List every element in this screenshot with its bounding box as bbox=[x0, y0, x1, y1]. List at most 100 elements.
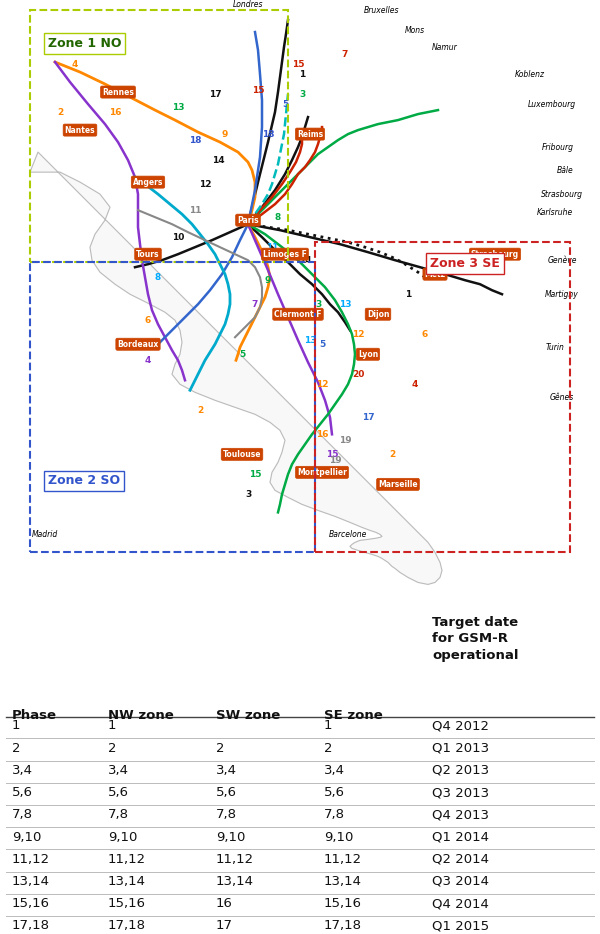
Bar bbox=[30, 262, 315, 552]
Text: 5,6: 5,6 bbox=[12, 786, 33, 800]
Text: Rennes: Rennes bbox=[102, 88, 134, 96]
Text: 1: 1 bbox=[299, 69, 305, 78]
Text: 7,8: 7,8 bbox=[216, 808, 237, 821]
Bar bbox=[315, 242, 570, 552]
Text: Turin: Turin bbox=[545, 343, 565, 352]
Text: 2: 2 bbox=[216, 742, 224, 755]
Text: Nantes: Nantes bbox=[65, 125, 95, 134]
Text: 12: 12 bbox=[199, 179, 211, 189]
Text: Paris: Paris bbox=[237, 216, 259, 225]
Text: 19: 19 bbox=[329, 456, 341, 465]
Text: Montpellier: Montpellier bbox=[297, 468, 347, 477]
Text: 13,14: 13,14 bbox=[216, 875, 254, 888]
Text: 16: 16 bbox=[216, 898, 233, 911]
Text: 2: 2 bbox=[57, 107, 63, 117]
Text: 15,16: 15,16 bbox=[324, 898, 362, 911]
Text: Gênes: Gênes bbox=[550, 393, 574, 402]
Text: 17: 17 bbox=[209, 90, 221, 99]
Text: 17: 17 bbox=[216, 919, 233, 932]
Text: 15: 15 bbox=[252, 86, 264, 94]
Text: 4: 4 bbox=[145, 356, 151, 365]
Text: Phase: Phase bbox=[12, 709, 57, 722]
Text: 8: 8 bbox=[275, 213, 281, 221]
Text: Strasbourg: Strasbourg bbox=[541, 190, 583, 199]
Text: SE zone: SE zone bbox=[324, 709, 383, 722]
Polygon shape bbox=[30, 152, 442, 585]
Text: 13,14: 13,14 bbox=[108, 875, 146, 888]
Text: 4: 4 bbox=[412, 380, 418, 389]
Text: Mons: Mons bbox=[405, 25, 425, 35]
Text: 15,16: 15,16 bbox=[108, 898, 146, 911]
Text: 11: 11 bbox=[189, 205, 201, 215]
Text: Q4 2014: Q4 2014 bbox=[432, 898, 489, 911]
Text: 3: 3 bbox=[315, 300, 321, 309]
Text: Tours: Tours bbox=[136, 249, 160, 259]
Text: 3: 3 bbox=[245, 489, 251, 499]
Text: 5: 5 bbox=[319, 340, 325, 348]
Text: 9,10: 9,10 bbox=[216, 830, 245, 843]
Text: Madrid: Madrid bbox=[32, 530, 58, 539]
Text: 5,6: 5,6 bbox=[324, 786, 345, 800]
Text: 3,4: 3,4 bbox=[324, 764, 345, 777]
Text: 15: 15 bbox=[249, 470, 261, 479]
Text: 7,8: 7,8 bbox=[324, 808, 345, 821]
Text: 3,4: 3,4 bbox=[12, 764, 33, 777]
Text: Q1 2013: Q1 2013 bbox=[432, 742, 489, 755]
Text: Target date
for GSM-R
operational: Target date for GSM-R operational bbox=[432, 616, 518, 661]
Text: Lyon: Lyon bbox=[358, 349, 378, 359]
Text: Namur: Namur bbox=[432, 43, 458, 51]
Text: 17,18: 17,18 bbox=[324, 919, 362, 932]
Text: Bordeaux: Bordeaux bbox=[118, 340, 158, 348]
Text: 14: 14 bbox=[212, 156, 224, 164]
Text: 11,12: 11,12 bbox=[324, 853, 362, 866]
Text: 20: 20 bbox=[352, 370, 364, 379]
Text: 19: 19 bbox=[338, 436, 352, 445]
Text: 12: 12 bbox=[352, 330, 364, 339]
Text: 2: 2 bbox=[12, 742, 20, 755]
Bar bbox=[30, 10, 288, 262]
Text: 13,14: 13,14 bbox=[324, 875, 362, 888]
Text: 17: 17 bbox=[362, 413, 374, 422]
Text: 2: 2 bbox=[197, 405, 203, 415]
Text: Q2 2013: Q2 2013 bbox=[432, 764, 489, 777]
Text: 7: 7 bbox=[252, 300, 258, 309]
Text: Barcelone: Barcelone bbox=[329, 530, 367, 539]
Text: Koblenz: Koblenz bbox=[515, 69, 545, 78]
Text: 1: 1 bbox=[12, 719, 20, 732]
Text: Q3 2013: Q3 2013 bbox=[432, 786, 489, 800]
Text: Luxembourg: Luxembourg bbox=[528, 100, 576, 108]
Text: Fribourg: Fribourg bbox=[542, 143, 574, 151]
Text: Londres: Londres bbox=[233, 0, 263, 8]
Text: 3: 3 bbox=[299, 90, 305, 99]
Text: Q3 2014: Q3 2014 bbox=[432, 875, 489, 888]
Text: Dijon: Dijon bbox=[367, 310, 389, 318]
Text: 10: 10 bbox=[172, 233, 184, 242]
Text: 15: 15 bbox=[326, 450, 338, 459]
Text: Genève: Genève bbox=[547, 256, 577, 264]
Text: 11,12: 11,12 bbox=[12, 853, 50, 866]
Text: 13: 13 bbox=[304, 335, 316, 345]
Text: 8: 8 bbox=[155, 273, 161, 282]
Text: 6: 6 bbox=[422, 330, 428, 339]
Text: 13,14: 13,14 bbox=[12, 875, 50, 888]
Text: SW zone: SW zone bbox=[216, 709, 280, 722]
Text: Limoges F: Limoges F bbox=[263, 249, 307, 259]
Text: NW zone: NW zone bbox=[108, 709, 174, 722]
Text: 15: 15 bbox=[292, 60, 304, 68]
Text: Toulouse: Toulouse bbox=[223, 450, 261, 459]
Text: Zone 2 SO: Zone 2 SO bbox=[48, 474, 120, 488]
Text: 5,6: 5,6 bbox=[216, 786, 237, 800]
Text: 18: 18 bbox=[189, 135, 201, 145]
Text: 9,10: 9,10 bbox=[108, 830, 137, 843]
Text: 7,8: 7,8 bbox=[12, 808, 33, 821]
Text: 5: 5 bbox=[282, 100, 288, 108]
Text: 1: 1 bbox=[405, 290, 411, 299]
Text: 1: 1 bbox=[324, 719, 332, 732]
Text: 16: 16 bbox=[109, 107, 121, 117]
Text: 17,18: 17,18 bbox=[12, 919, 50, 932]
Text: 5: 5 bbox=[239, 349, 245, 359]
Text: Martigny: Martigny bbox=[545, 290, 579, 299]
Text: 17,18: 17,18 bbox=[108, 919, 146, 932]
Text: Bâle: Bâle bbox=[557, 165, 574, 175]
Text: Marseille: Marseille bbox=[378, 480, 418, 488]
